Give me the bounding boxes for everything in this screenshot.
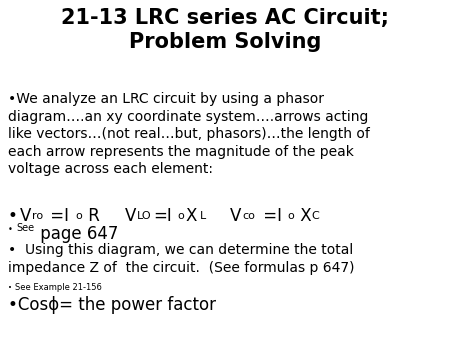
Text: =I: =I: [258, 207, 282, 225]
Text: •: •: [8, 285, 12, 291]
Text: See Example 21-156: See Example 21-156: [15, 283, 102, 292]
Text: co: co: [242, 211, 255, 221]
Text: V: V: [125, 207, 136, 225]
Text: •: •: [8, 207, 18, 225]
Text: ro: ro: [32, 211, 43, 221]
Text: page 647: page 647: [35, 225, 118, 243]
Text: =I: =I: [45, 207, 69, 225]
Text: See: See: [16, 223, 34, 233]
Text: LO: LO: [137, 211, 152, 221]
Text: C: C: [311, 211, 319, 221]
Text: 21-13 LRC series AC Circuit;
Problem Solving: 21-13 LRC series AC Circuit; Problem Sol…: [61, 8, 389, 52]
Text: •  Using this diagram, we can determine the total
impedance Z of  the circuit.  : • Using this diagram, we can determine t…: [8, 243, 355, 274]
Text: o: o: [75, 211, 82, 221]
Text: L: L: [200, 211, 206, 221]
Text: V: V: [230, 207, 241, 225]
Text: o: o: [177, 211, 184, 221]
Text: X: X: [185, 207, 196, 225]
Text: o: o: [287, 211, 294, 221]
Text: •: •: [8, 225, 13, 234]
Text: X: X: [295, 207, 311, 225]
Text: •Cosϕ= the power factor: •Cosϕ= the power factor: [8, 296, 216, 314]
Text: V: V: [20, 207, 32, 225]
Text: =I: =I: [153, 207, 172, 225]
Text: •We analyze an LRC circuit by using a phasor
diagram….an xy coordinate system….a: •We analyze an LRC circuit by using a ph…: [8, 92, 370, 176]
Text: R: R: [83, 207, 100, 225]
